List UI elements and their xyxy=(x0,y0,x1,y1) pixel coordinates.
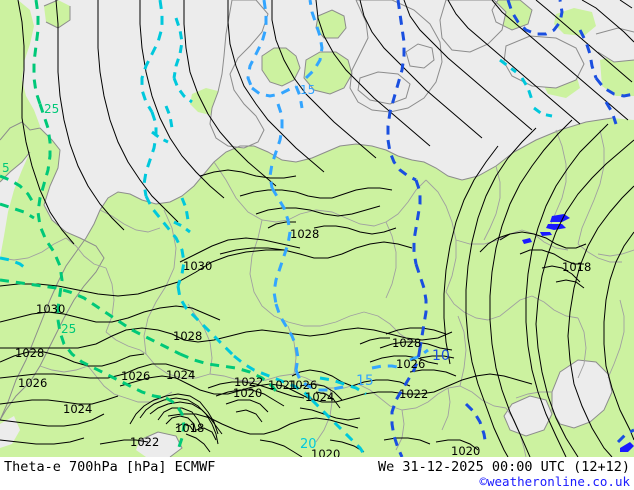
thetae-label-25: 25 xyxy=(61,322,77,336)
thetae-label-5: 5 xyxy=(2,161,10,175)
isobar-label: 1026 xyxy=(121,369,151,383)
product-title: Theta-e 700hPa [hPa] ECMWF xyxy=(4,459,216,475)
isobar-label: 1030 xyxy=(36,302,66,316)
isobar-label: 1021 xyxy=(268,378,298,392)
thetae-contour-10 xyxy=(386,0,428,457)
isobar-label: 1028 xyxy=(392,336,422,350)
thetae-contour-layer xyxy=(0,0,634,457)
isobar-label: 1024 xyxy=(63,402,93,416)
isobar-label: 1024 xyxy=(166,368,196,382)
isobar-label: 1018 xyxy=(175,421,205,435)
isobar-label: 1028 xyxy=(290,227,320,241)
thetae-label-25: 25 xyxy=(44,102,60,116)
isobar-label: 1026 xyxy=(18,376,48,390)
isobar-label: 1022 xyxy=(234,375,264,389)
coastline-layer xyxy=(0,0,634,457)
isobar-label: 1030 xyxy=(183,259,213,273)
thetae-fragment-cyan-nw xyxy=(151,17,193,234)
isobar-label: 1026 xyxy=(396,357,426,371)
isobar-label: 1028 xyxy=(173,329,203,343)
map-svg xyxy=(0,0,634,457)
thetae-contour-15-east xyxy=(371,348,429,370)
thetae-label-15: 15 xyxy=(300,83,316,97)
lake-layer xyxy=(522,214,634,452)
isobar-label: 1026 xyxy=(288,378,318,392)
isobar-label: 1022 xyxy=(399,387,429,401)
copyright-notice[interactable]: ©weatheronline.co.uk xyxy=(479,474,630,489)
thetae-contour-15 xyxy=(246,0,349,392)
isobar-label: 1020 xyxy=(233,386,263,400)
thetae-contour-25-east xyxy=(0,278,282,397)
map-canvas[interactable]: 1030 1030 1028 1028 1028 1028 1026 1026 … xyxy=(0,0,634,457)
isobar-label: 1018 xyxy=(562,260,592,274)
isobar-label: 1020 xyxy=(311,447,341,457)
thetae-fragment-cyan-ne xyxy=(499,58,553,118)
thetae-label-20: 20 xyxy=(300,437,317,452)
thetae-contour-10-east xyxy=(464,0,634,447)
isobar-label: 1022 xyxy=(130,435,160,449)
isobar-label: 1024 xyxy=(305,390,335,404)
isobar-layer xyxy=(0,0,634,457)
thetae-label-10: 10 xyxy=(432,348,450,364)
valid-time: We 31-12-2025 00:00 UTC (12+12) xyxy=(378,459,630,475)
sea-intrusion-layer xyxy=(0,0,634,457)
isobar-label: 1028 xyxy=(15,346,45,360)
thetae-contour-20-east xyxy=(0,256,367,396)
thetae-contour-20 xyxy=(140,0,368,457)
thetae-contour-25 xyxy=(32,0,186,451)
thetae-label-15: 15 xyxy=(356,373,374,389)
thetae-contour-5 xyxy=(0,174,36,220)
isobar-label: 1020 xyxy=(451,444,481,457)
map-footer: Theta-e 700hPa [hPa] ECMWF We 31-12-2025… xyxy=(0,457,634,490)
